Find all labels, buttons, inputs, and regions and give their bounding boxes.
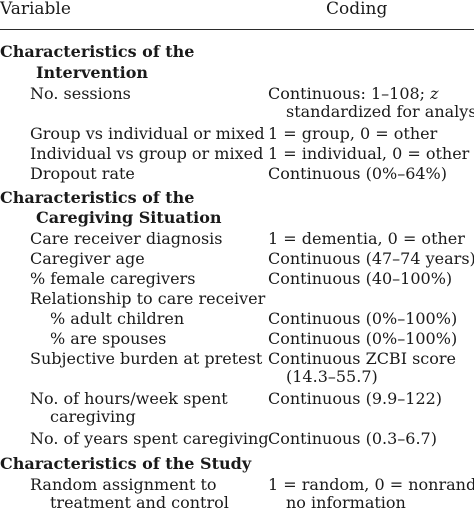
header-variable: Variable: [0, 0, 71, 19]
row-variable: caregiving: [50, 408, 136, 426]
row-coding: standardized for analysis: [286, 103, 474, 121]
row-coding: 1 = random, 0 = nonrandom: [268, 476, 474, 494]
table-row: No. of years spent caregiving Continuous…: [0, 430, 474, 450]
section-intervention-title-cont: Intervention: [36, 64, 148, 82]
table-row: Subjective burden at pretest Continuous …: [0, 350, 474, 370]
row-coding: Continuous (40–100%): [268, 270, 453, 288]
row-coding: Continuous (9.9–122): [268, 390, 443, 408]
header-rule: [0, 29, 474, 30]
table-row: Relationship to care receiver: [0, 290, 474, 310]
row-coding: 1 = dementia, 0 = other: [268, 230, 465, 248]
row-variable: Subjective burden at pretest: [30, 350, 263, 368]
table-row: Caregiver age Continuous (47–74 years): [0, 250, 474, 270]
table-row: % are spouses Continuous (0%–100%): [0, 330, 474, 350]
table-row: No. of hours/week spent Continuous (9.9–…: [0, 390, 474, 410]
table-row: % adult children Continuous (0%–100%): [0, 310, 474, 330]
row-variable: Group vs individual or mixed: [30, 125, 265, 143]
section-intervention-title: Characteristics of the: [0, 43, 195, 61]
row-coding: Continuous (47–74 years): [268, 250, 474, 268]
row-variable: Individual vs group or mixed: [30, 145, 264, 163]
row-coding: Continuous ZCBI score: [268, 350, 457, 368]
row-variable: % female caregivers: [30, 270, 196, 288]
row-coding: no information: [286, 494, 406, 512]
table-row: Care receiver diagnosis 1 = dementia, 0 …: [0, 230, 474, 250]
section-caregiving-title: Characteristics of the: [0, 189, 195, 207]
row-variable: Relationship to care receiver: [30, 290, 266, 308]
row-coding: 1 = individual, 0 = other: [268, 145, 470, 163]
row-coding: (14.3–55.7): [286, 368, 378, 386]
table-row: % female caregivers Continuous (40–100%): [0, 270, 474, 290]
row-coding: Continuous (0%–100%): [268, 310, 458, 328]
row-variable: Caregiver age: [30, 250, 145, 268]
row-variable: Dropout rate: [30, 165, 135, 183]
row-variable: treatment and control: [50, 494, 229, 512]
row-variable: No. of hours/week spent: [30, 390, 228, 408]
row-variable: Care receiver diagnosis: [30, 230, 223, 248]
table-row: Random assignment to 1 = random, 0 = non…: [0, 476, 474, 496]
table-row: No. sessions Continuous: 1–108; z: [0, 85, 474, 105]
row-coding: 1 = group, 0 = other: [268, 125, 438, 143]
table-row-continuation: (14.3–55.7): [0, 368, 474, 388]
row-variable: % adult children: [50, 310, 185, 328]
row-coding: Continuous: 1–108; z: [268, 85, 439, 103]
header-coding: Coding: [326, 0, 388, 19]
row-coding: Continuous (0.3–6.7): [268, 430, 437, 448]
row-variable: Random assignment to: [30, 476, 217, 494]
row-variable: % are spouses: [50, 330, 167, 348]
table-row: Group vs individual or mixed 1 = group, …: [0, 125, 474, 145]
table-row: Dropout rate Continuous (0%–64%): [0, 165, 474, 185]
table-row-continuation: treatment and control no information: [0, 494, 474, 514]
table-row-continuation: standardized for analysis: [0, 103, 474, 123]
table-row: Individual vs group or mixed 1 = individ…: [0, 145, 474, 165]
row-variable: No. sessions: [30, 85, 131, 103]
row-variable: No. of years spent caregiving: [30, 430, 269, 448]
row-coding: Continuous (0%–64%): [268, 165, 447, 183]
section-study-title: Characteristics of the Study: [0, 455, 252, 473]
row-coding: Continuous (0%–100%): [268, 330, 458, 348]
table-row-continuation: caregiving: [0, 408, 474, 428]
table-header: Variable Coding: [0, 0, 474, 30]
section-caregiving-title-cont: Caregiving Situation: [36, 209, 222, 227]
